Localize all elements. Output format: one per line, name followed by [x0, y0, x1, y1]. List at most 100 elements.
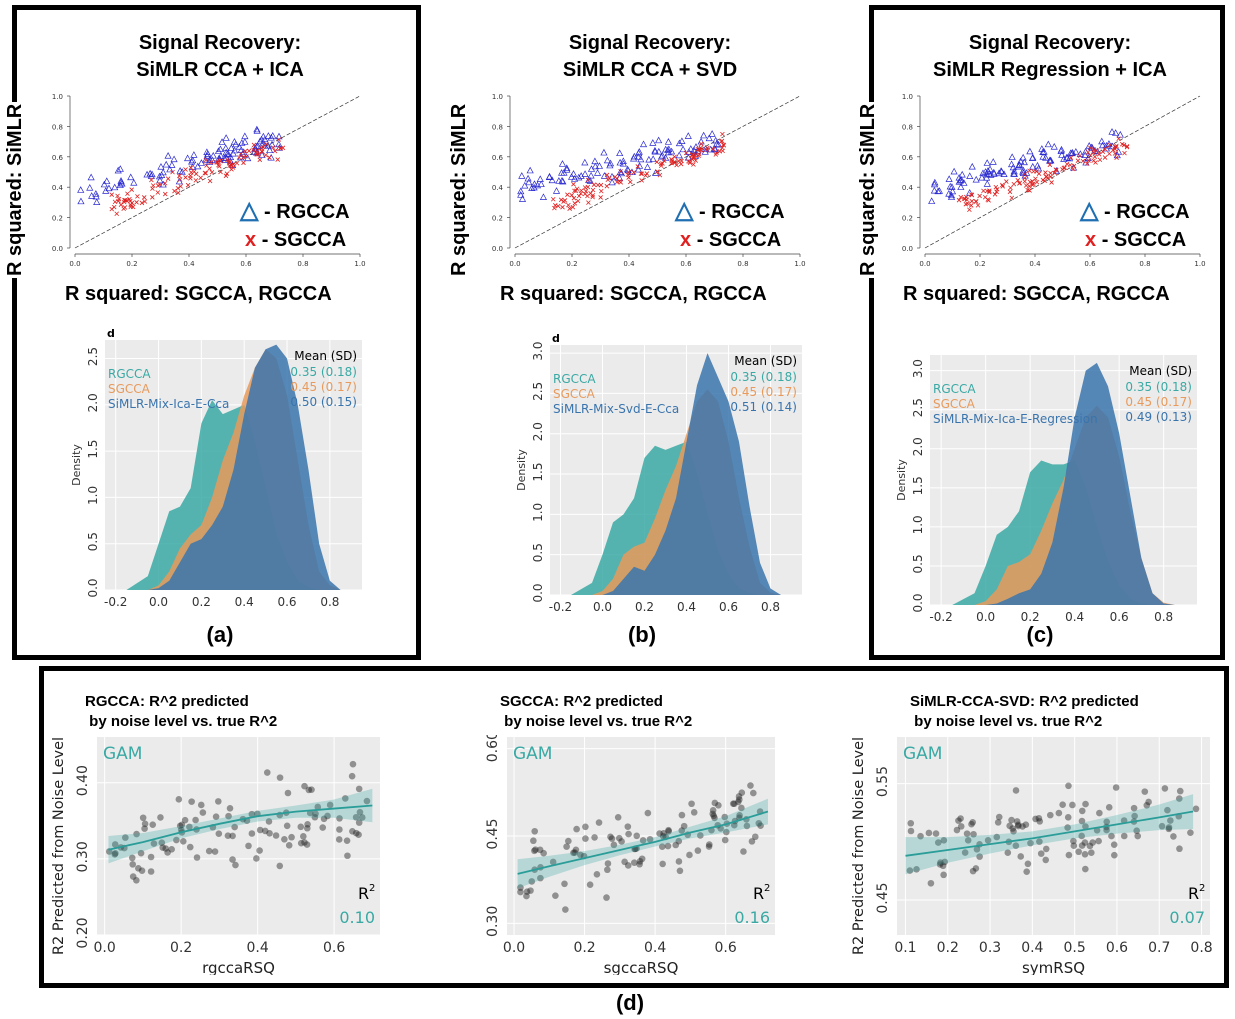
rgcca-point: [593, 169, 602, 176]
data-point: [147, 853, 155, 861]
rgcca-point: [253, 127, 261, 134]
data-point: [349, 827, 356, 835]
rgcca-point: [608, 178, 616, 186]
data-point: [1037, 850, 1045, 857]
x-tick-label: 0.6: [719, 600, 738, 614]
plot-bg: [897, 737, 1210, 935]
rgcca-point: [679, 145, 687, 153]
rgcca-point: [577, 172, 585, 179]
data-point: [1088, 849, 1095, 857]
sgcca-point: [1033, 176, 1038, 182]
data-point: [344, 852, 351, 860]
rgcca-point: [1044, 140, 1052, 148]
sgcca-point: [244, 154, 249, 159]
rgcca-point: [652, 169, 660, 176]
data-point: [348, 772, 356, 780]
rgcca-point: [1034, 164, 1043, 172]
density-legend-name: SGCCA: [553, 387, 596, 401]
rgcca-point: [127, 173, 135, 181]
data-point: [678, 827, 686, 834]
sgcca-point: [720, 142, 726, 148]
y-tick-label: 0.8: [492, 123, 503, 131]
data-point: [1022, 821, 1030, 829]
data-point: [1105, 804, 1113, 811]
rgcca-point: [521, 181, 529, 189]
data-point: [226, 805, 234, 812]
sgcca-point: [1112, 146, 1118, 152]
data-point: [563, 843, 570, 850]
sgcca-point: [689, 156, 695, 162]
rgcca-point: [157, 163, 165, 170]
data-point: [324, 812, 331, 820]
data-point: [1165, 824, 1173, 831]
y-tick-label: 0.0: [911, 593, 925, 612]
data-point: [721, 836, 729, 844]
data-point: [352, 829, 360, 837]
rgcca-point: [264, 132, 272, 139]
data-point: [571, 849, 579, 856]
sgcca-point: [218, 158, 224, 164]
rgcca-point: [570, 175, 579, 182]
data-point: [1187, 829, 1194, 836]
sgcca-point: [223, 173, 229, 179]
sgcca-point: [697, 147, 702, 153]
sgcca-point: [1096, 152, 1102, 157]
rgcca-point: [658, 151, 666, 159]
sgcca-point: [109, 192, 115, 197]
data-point: [186, 823, 193, 831]
rgcca-point: [587, 165, 596, 172]
sgcca-point: [693, 158, 698, 163]
sgcca-point: [276, 137, 282, 142]
sgcca-point: [660, 161, 665, 166]
sgcca-point: [129, 187, 134, 192]
y-tick-label: 2.5: [911, 398, 925, 417]
rgcca-point: [253, 125, 261, 133]
data-point: [562, 906, 569, 913]
sgcca-point: [264, 141, 269, 147]
data-point: [941, 858, 949, 866]
sgcca-point: [251, 142, 257, 148]
data-point: [1046, 811, 1054, 819]
sgcca-point: [657, 172, 663, 178]
rgcca-point: [222, 144, 230, 151]
sgcca-point: [555, 203, 561, 209]
sgcca-point: [1043, 170, 1048, 175]
data-point: [1070, 842, 1078, 850]
rgcca-point: [175, 177, 183, 185]
data-point: [1175, 795, 1183, 802]
data-point: [994, 819, 1002, 826]
rgcca-point: [208, 156, 216, 164]
data-point: [301, 839, 308, 846]
data-point: [995, 813, 1003, 821]
rgcca-point: [524, 174, 532, 182]
y-tick-label: 1.0: [911, 515, 925, 534]
legend-a-rgcca: △ - RGCCA: [240, 197, 350, 224]
x-tick-label: 1.0: [1194, 260, 1205, 268]
sgcca-point: [121, 199, 127, 205]
data-point: [178, 821, 186, 829]
scatter-a: 0.0 0.2 0.4 0.6 0.8 1.0 0.0 0.2 0.4 0.6 0.8 1.0: [52, 93, 366, 268]
x-tick-label: 0.0: [919, 260, 930, 268]
sgcca-point: [1088, 145, 1093, 151]
sgcca-point: [1080, 158, 1086, 164]
data-point: [1170, 833, 1177, 840]
rgcca-point: [563, 164, 571, 172]
y-tick-label: 0.30: [485, 906, 501, 937]
data-point: [248, 830, 256, 837]
sgcca-point: [254, 148, 260, 153]
data-point: [150, 840, 158, 847]
data-point: [1089, 839, 1096, 846]
data-point: [736, 811, 743, 819]
sgcca-point: [999, 182, 1005, 188]
sgcca-point: [1052, 170, 1058, 176]
sgcca-point: [576, 193, 582, 199]
data-point: [664, 842, 672, 850]
rgcca-point: [616, 158, 624, 166]
sgcca-point: [177, 177, 183, 182]
rgcca-point: [1017, 157, 1025, 165]
data-point: [320, 815, 328, 823]
sgcca-point: [598, 195, 603, 200]
data-point: [355, 819, 363, 826]
y-tick-label: 0.0: [492, 245, 503, 253]
sgcca-point: [112, 199, 118, 205]
